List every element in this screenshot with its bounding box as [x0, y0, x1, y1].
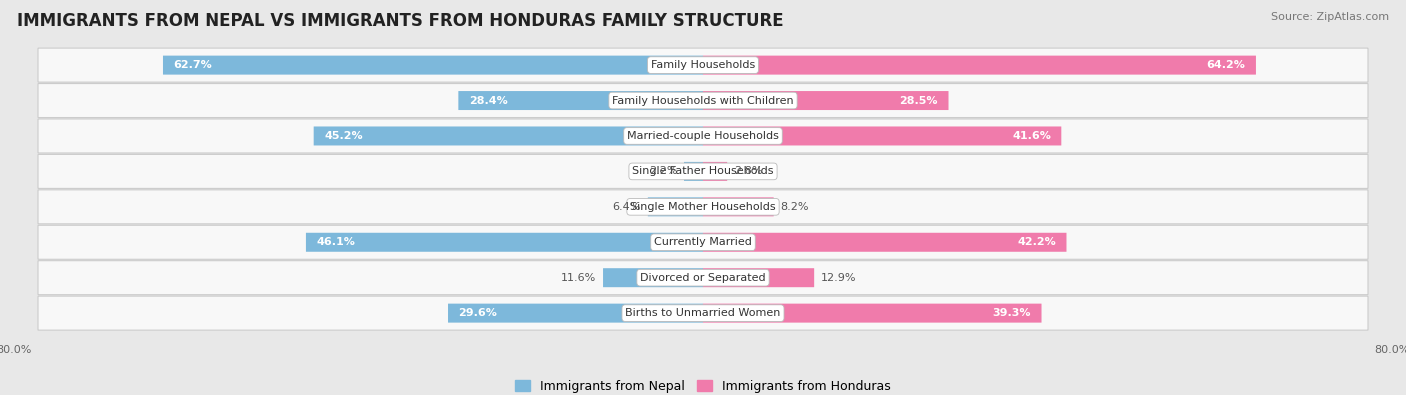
FancyBboxPatch shape [163, 56, 703, 75]
FancyBboxPatch shape [449, 304, 703, 323]
Text: 28.4%: 28.4% [468, 96, 508, 105]
FancyBboxPatch shape [703, 126, 1062, 145]
FancyBboxPatch shape [38, 225, 1368, 259]
FancyBboxPatch shape [38, 119, 1368, 153]
Text: 8.2%: 8.2% [780, 202, 808, 212]
FancyBboxPatch shape [38, 296, 1368, 330]
FancyBboxPatch shape [703, 91, 949, 110]
Text: 2.8%: 2.8% [734, 166, 762, 177]
Text: Single Mother Households: Single Mother Households [630, 202, 776, 212]
FancyBboxPatch shape [703, 198, 773, 216]
Text: Births to Unmarried Women: Births to Unmarried Women [626, 308, 780, 318]
Text: 28.5%: 28.5% [900, 96, 938, 105]
Text: 62.7%: 62.7% [173, 60, 212, 70]
FancyBboxPatch shape [458, 91, 703, 110]
FancyBboxPatch shape [38, 154, 1368, 188]
Text: Family Households: Family Households [651, 60, 755, 70]
FancyBboxPatch shape [38, 48, 1368, 82]
Text: Single Father Households: Single Father Households [633, 166, 773, 177]
FancyBboxPatch shape [314, 126, 703, 145]
FancyBboxPatch shape [38, 261, 1368, 295]
Text: 46.1%: 46.1% [316, 237, 356, 247]
Text: 12.9%: 12.9% [821, 273, 856, 283]
FancyBboxPatch shape [683, 162, 703, 181]
Text: Married-couple Households: Married-couple Households [627, 131, 779, 141]
Text: 41.6%: 41.6% [1012, 131, 1050, 141]
Text: 2.2%: 2.2% [648, 166, 678, 177]
FancyBboxPatch shape [703, 268, 814, 287]
Text: 6.4%: 6.4% [613, 202, 641, 212]
FancyBboxPatch shape [703, 162, 727, 181]
Text: 64.2%: 64.2% [1206, 60, 1246, 70]
FancyBboxPatch shape [38, 190, 1368, 224]
Text: Family Households with Children: Family Households with Children [612, 96, 794, 105]
FancyBboxPatch shape [307, 233, 703, 252]
Legend: Immigrants from Nepal, Immigrants from Honduras: Immigrants from Nepal, Immigrants from H… [510, 375, 896, 395]
Text: Currently Married: Currently Married [654, 237, 752, 247]
Text: 42.2%: 42.2% [1018, 237, 1056, 247]
FancyBboxPatch shape [603, 268, 703, 287]
Text: 29.6%: 29.6% [458, 308, 498, 318]
FancyBboxPatch shape [703, 56, 1256, 75]
Text: 39.3%: 39.3% [993, 308, 1031, 318]
Text: 11.6%: 11.6% [561, 273, 596, 283]
FancyBboxPatch shape [648, 198, 703, 216]
Text: Divorced or Separated: Divorced or Separated [640, 273, 766, 283]
FancyBboxPatch shape [38, 83, 1368, 118]
Text: IMMIGRANTS FROM NEPAL VS IMMIGRANTS FROM HONDURAS FAMILY STRUCTURE: IMMIGRANTS FROM NEPAL VS IMMIGRANTS FROM… [17, 12, 783, 30]
FancyBboxPatch shape [703, 233, 1067, 252]
FancyBboxPatch shape [703, 304, 1042, 323]
Text: Source: ZipAtlas.com: Source: ZipAtlas.com [1271, 12, 1389, 22]
Text: 45.2%: 45.2% [323, 131, 363, 141]
